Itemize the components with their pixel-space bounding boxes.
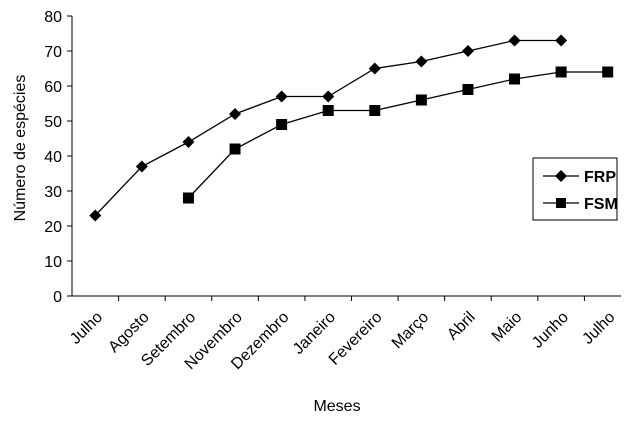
data-point	[229, 108, 242, 120]
series-fsm	[182, 66, 614, 204]
y-tick-label: 0	[53, 289, 62, 306]
x-tick-label: Março	[389, 309, 433, 353]
x-tick-label: Julho	[67, 309, 106, 348]
data-point	[415, 94, 427, 106]
data-point	[555, 34, 568, 47]
y-tick-label: 20	[44, 219, 62, 236]
y-tick-label: 10	[44, 254, 62, 271]
data-point	[462, 84, 474, 95]
x-tick-label: Agosto	[105, 309, 152, 356]
legend-label-frp: FRP	[584, 169, 616, 186]
series-frp	[89, 34, 568, 222]
data-point	[182, 192, 194, 204]
y-axis-label: Número de espécies	[12, 75, 29, 222]
series-layer	[89, 34, 614, 222]
data-point	[182, 136, 195, 148]
legend-box	[532, 157, 618, 221]
legend-marker-fsm	[556, 198, 566, 208]
x-axis-ticks: Julho AgostoSetembroNovembroDezembroJanei…	[67, 296, 619, 373]
legend: FRP FSM	[532, 157, 618, 221]
y-tick-label: 40	[44, 149, 62, 166]
data-point	[322, 90, 335, 103]
x-axis-label: Meses	[313, 398, 360, 415]
data-point	[322, 105, 334, 116]
y-tick-label: 80	[44, 9, 62, 26]
data-point	[508, 34, 521, 47]
data-point	[415, 55, 428, 68]
data-point	[276, 119, 288, 130]
data-point	[509, 73, 521, 85]
x-tick-label: Abril	[444, 309, 479, 344]
y-tick-label: 60	[44, 79, 62, 96]
series-line	[94, 39, 562, 216]
data-point	[135, 160, 148, 173]
y-tick-label: 30	[44, 184, 62, 201]
axes	[71, 16, 621, 297]
data-point	[461, 45, 474, 57]
series-line	[187, 71, 608, 199]
x-tick-label: Julho	[579, 309, 618, 348]
data-point	[275, 90, 288, 103]
data-point	[229, 143, 241, 155]
legend-marker-frp	[555, 170, 567, 182]
legend-label-fsm: FSM	[584, 196, 618, 213]
y-tick-label: 70	[44, 44, 62, 61]
data-point	[369, 105, 381, 116]
data-point	[602, 66, 614, 78]
data-point	[89, 209, 102, 222]
data-point	[555, 66, 567, 78]
x-tick-label: Maio	[489, 309, 526, 346]
y-tick-label: 50	[44, 114, 62, 131]
x-tick-label: Junho	[529, 309, 572, 352]
y-axis-ticks: 0 10 20 30 40 50 60 70 80	[44, 9, 72, 306]
data-point	[368, 62, 381, 75]
